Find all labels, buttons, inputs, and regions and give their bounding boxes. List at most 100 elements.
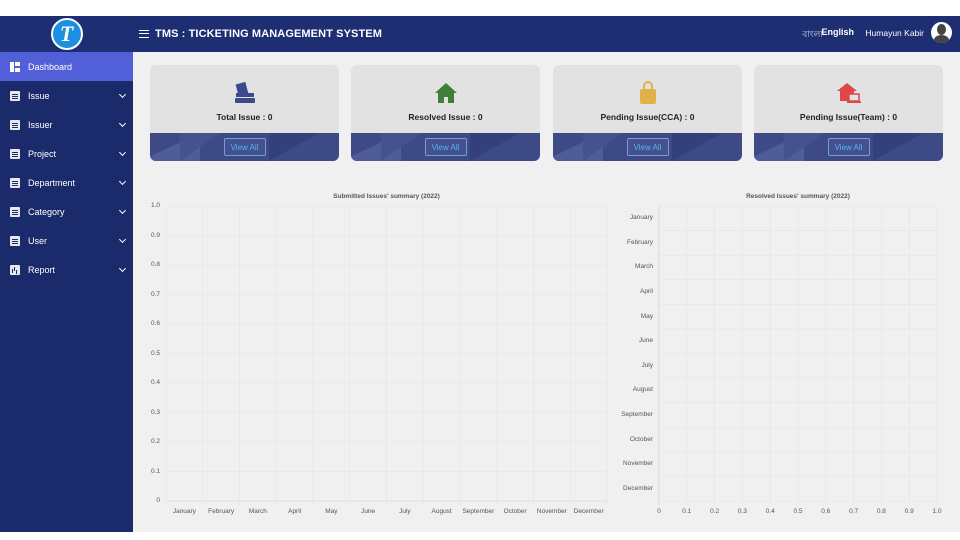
view-all-button[interactable]: View All: [626, 138, 669, 156]
y-tick-label: February: [626, 238, 653, 246]
y-tick-label: September: [621, 410, 653, 418]
y-tick-label: December: [623, 484, 653, 492]
y-tick-label: May: [640, 312, 653, 320]
y-tick-label: August: [632, 386, 653, 394]
sidebar-item-label: Issuer: [28, 119, 53, 130]
document-icon: [10, 235, 20, 246]
y-tick-label: January: [629, 214, 653, 222]
y-tick-label: 0.7: [150, 290, 160, 298]
x-tick-label: 1.0: [932, 508, 942, 515]
x-tick-label: November: [536, 508, 567, 515]
page-title: TMS : TICKETING MANAGEMENT SYSTEM: [155, 28, 382, 40]
resolved-chart-title: Resolved Issues' summary (2022): [746, 193, 850, 200]
document-icon: [10, 177, 20, 188]
card-label: Pending Issue(Team) : 0: [799, 112, 898, 122]
sidebar-item-user[interactable]: User: [0, 226, 133, 255]
view-all-button[interactable]: View All: [223, 138, 266, 156]
x-tick-label: 0.8: [876, 508, 886, 515]
sidebar-item-issue[interactable]: Issue: [0, 81, 133, 110]
x-tick-label: February: [208, 508, 235, 515]
card-footer: View All: [150, 133, 339, 161]
x-tick-label: August: [431, 508, 452, 515]
sidebar-item-department[interactable]: Department: [0, 168, 133, 197]
inbox-tray-icon: [234, 81, 255, 103]
card-label: Total Issue : 0: [216, 112, 273, 122]
pending-issue-cca-card: Pending Issue(CCA) : 0 View All: [553, 65, 742, 161]
y-tick-label: 0.1: [150, 467, 160, 475]
card-label: Resolved Issue : 0: [408, 112, 483, 122]
y-tick-label: 0.3: [150, 408, 160, 416]
x-tick-label: May: [325, 508, 338, 515]
x-tick-label: September: [462, 508, 495, 515]
x-tick-label: October: [503, 508, 527, 515]
x-tick-label: January: [172, 508, 196, 515]
sidebar-item-label: User: [28, 235, 48, 246]
report-icon: [10, 264, 20, 275]
sidebar-item-label: Issue: [28, 90, 50, 101]
y-tick-label: July: [641, 361, 653, 369]
sidebar-item-label: Project: [28, 148, 57, 159]
app-logo[interactable]: T: [50, 18, 83, 50]
document-icon: [10, 148, 20, 159]
sidebar-item-issuer[interactable]: Issuer: [0, 110, 133, 139]
document-icon: [10, 206, 20, 217]
x-tick-label: 0.7: [849, 508, 859, 515]
y-tick-label: June: [638, 337, 653, 345]
y-tick-label: 1.0: [150, 202, 160, 209]
resolved-issue-card: Resolved Issue : 0 View All: [351, 65, 540, 161]
x-tick-label: December: [573, 508, 604, 515]
sidebar-item-label: Department: [28, 177, 76, 188]
x-tick-label: 0.6: [821, 508, 831, 515]
x-tick-label: 0: [657, 508, 661, 515]
sidebar-item-project[interactable]: Project: [0, 139, 133, 168]
house-laptop-icon: [836, 83, 861, 103]
app-window: T Dashboard Issue Issuer Project Departm…: [0, 16, 960, 532]
y-tick-label: April: [639, 288, 653, 296]
x-tick-label: 0.5: [793, 508, 803, 515]
sidebar-item-label: Dashboard: [28, 61, 73, 72]
sidebar-item-category[interactable]: Category: [0, 197, 133, 226]
sidebar-item-dashboard[interactable]: Dashboard: [0, 52, 133, 81]
document-icon: [10, 90, 20, 101]
pending-issue-team-card: Pending Issue(Team) : 0 View All: [754, 65, 943, 161]
view-all-button[interactable]: View All: [827, 138, 870, 156]
x-tick-label: April: [288, 508, 302, 515]
sidebar: T Dashboard Issue Issuer Project Departm…: [0, 16, 133, 532]
y-tick-label: 0.4: [150, 379, 160, 386]
submitted-issues-chart: [165, 205, 608, 505]
submitted-chart-title: Submitted Issues' summary (2022): [333, 193, 440, 200]
logo-area: T: [0, 16, 133, 52]
x-tick-label: 0.9: [904, 508, 914, 515]
card-footer: View All: [351, 133, 540, 161]
sidebar-item-report[interactable]: Report: [0, 255, 133, 284]
shopping-bag-icon: [639, 81, 656, 104]
total-issue-card: Total Issue : 0 View All: [150, 65, 339, 161]
sidebar-item-label: Category: [28, 206, 65, 217]
y-tick-label: 0: [156, 497, 160, 504]
view-all-button[interactable]: View All: [424, 138, 467, 156]
y-tick-label: 0.8: [150, 261, 160, 268]
sidebar-item-label: Report: [28, 264, 56, 275]
x-tick-label: March: [248, 508, 267, 515]
y-tick-label: 0.5: [150, 349, 160, 357]
document-icon: [10, 119, 20, 130]
y-tick-label: October: [629, 435, 653, 443]
x-tick-label: 0.2: [710, 508, 720, 515]
dashboard-icon: [10, 61, 20, 72]
language-english-link[interactable]: English: [821, 27, 854, 37]
y-tick-label: 0.9: [150, 231, 160, 239]
x-tick-label: 0.1: [682, 508, 692, 515]
avatar[interactable]: [931, 22, 952, 43]
user-name[interactable]: Humayun Kabir: [865, 28, 924, 38]
home-icon: [434, 83, 457, 103]
x-tick-label: 0.3: [737, 508, 747, 515]
card-footer: View All: [754, 133, 943, 161]
x-tick-label: July: [399, 508, 411, 515]
y-tick-label: March: [634, 263, 653, 271]
x-tick-label: June: [361, 508, 376, 515]
y-tick-label: 0.2: [150, 438, 160, 445]
y-tick-label: November: [623, 460, 653, 468]
x-tick-label: 0.4: [765, 508, 775, 515]
hamburger-menu-icon[interactable]: [139, 30, 149, 38]
language-bangla-link[interactable]: বাংলা: [802, 29, 823, 39]
